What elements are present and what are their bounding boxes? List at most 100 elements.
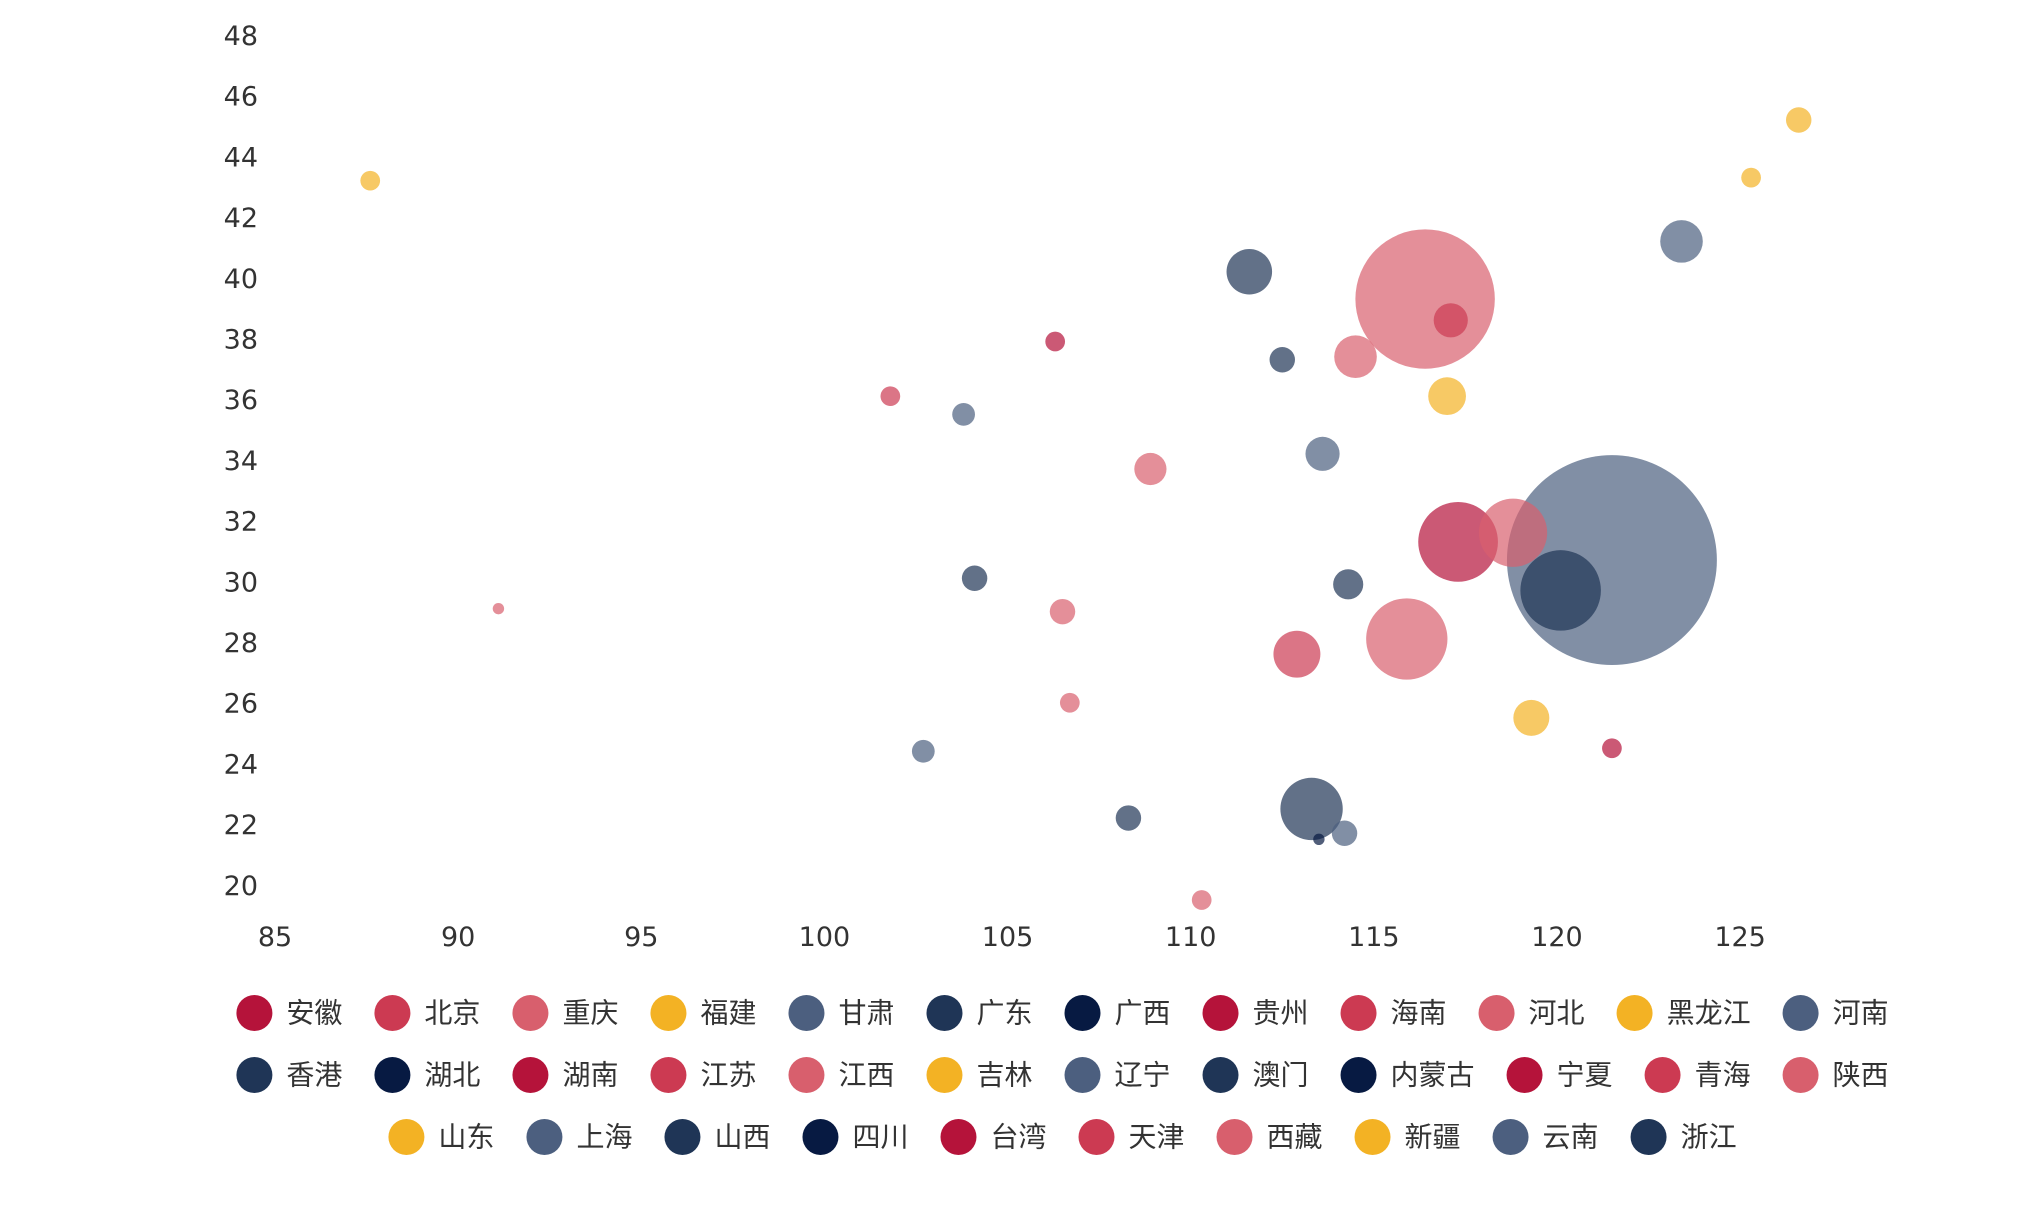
legend-item[interactable]: 江西 xyxy=(788,1057,894,1093)
legend-label: 河南 xyxy=(1833,997,1889,1030)
legend-item[interactable]: 辽宁 xyxy=(1064,1057,1171,1093)
legend-item[interactable]: 浙江 xyxy=(1630,1119,1737,1155)
legend-marker xyxy=(1216,1119,1253,1155)
legend-item[interactable]: 香港 xyxy=(236,1057,342,1093)
bubble-point[interactable] xyxy=(1433,303,1468,338)
legend-item[interactable]: 海南 xyxy=(1340,995,1447,1031)
legend-item[interactable]: 北京 xyxy=(374,995,480,1031)
bubble-point[interactable] xyxy=(1428,377,1466,416)
legend-item[interactable]: 湖南 xyxy=(512,1057,618,1093)
x-tick-label: 110 xyxy=(1165,922,1217,953)
legend-item[interactable]: 西藏 xyxy=(1216,1119,1323,1155)
legend-item[interactable]: 广东 xyxy=(926,995,1033,1031)
legend-item[interactable]: 安徽 xyxy=(236,995,342,1031)
legend-marker xyxy=(802,1119,839,1155)
legend-item[interactable]: 黑龙江 xyxy=(1616,995,1751,1031)
bubble-point[interactable] xyxy=(1513,699,1550,736)
legend-marker xyxy=(788,995,825,1031)
legend-item[interactable]: 云南 xyxy=(1492,1119,1599,1155)
legend-marker xyxy=(1630,1119,1667,1155)
legend-item[interactable]: 重庆 xyxy=(512,995,618,1031)
bubble-point[interactable] xyxy=(1059,692,1080,713)
legend-marker xyxy=(1506,1057,1543,1093)
legend-label: 四川 xyxy=(852,1121,908,1154)
legend-marker xyxy=(1478,995,1515,1031)
bubble-point[interactable] xyxy=(1366,598,1448,680)
legend-marker xyxy=(1340,1057,1377,1093)
legend-item[interactable]: 宁夏 xyxy=(1506,1057,1613,1093)
bubble-point[interactable] xyxy=(1741,167,1761,188)
legend-item[interactable]: 陕西 xyxy=(1782,1057,1889,1093)
legend-label: 山西 xyxy=(714,1121,770,1154)
legend-label: 安徽 xyxy=(286,997,342,1030)
legend-label: 江苏 xyxy=(700,1059,756,1092)
bubble-point[interactable] xyxy=(1520,550,1601,631)
legend-marker xyxy=(926,1057,963,1093)
legend-item[interactable]: 青海 xyxy=(1644,1057,1751,1093)
legend-label: 广东 xyxy=(976,997,1032,1030)
bubble-point[interactable] xyxy=(1305,436,1340,471)
legend-item[interactable]: 河北 xyxy=(1478,995,1585,1031)
legend-item[interactable]: 江苏 xyxy=(650,1057,756,1093)
bubble-point[interactable] xyxy=(1191,890,1212,910)
legend-item[interactable]: 吉林 xyxy=(926,1057,1033,1093)
bubble-point[interactable] xyxy=(1334,335,1377,379)
y-tick-label: 24 xyxy=(224,749,258,780)
legend-item[interactable]: 湖北 xyxy=(374,1057,480,1093)
bubble-point[interactable] xyxy=(952,403,975,426)
legend-item[interactable]: 四川 xyxy=(802,1119,908,1155)
bubble-point[interactable] xyxy=(1333,569,1364,600)
legend-marker xyxy=(650,1057,687,1093)
legend-item[interactable]: 澳门 xyxy=(1202,1057,1309,1093)
bubble-point[interactable] xyxy=(360,170,381,191)
legend-marker xyxy=(1782,995,1819,1031)
bubble-point[interactable] xyxy=(1785,107,1812,133)
legend-item[interactable]: 上海 xyxy=(526,1119,632,1155)
y-tick-label: 36 xyxy=(224,385,258,416)
bubble-point[interactable] xyxy=(1045,331,1066,352)
legend-item[interactable]: 河南 xyxy=(1782,995,1889,1031)
bubble-point[interactable] xyxy=(1331,820,1358,846)
legend-marker xyxy=(1354,1119,1391,1155)
legend-marker xyxy=(1202,1057,1239,1093)
legend-item[interactable]: 内蒙古 xyxy=(1340,1057,1475,1093)
bubble-point[interactable] xyxy=(911,739,935,763)
legend-item[interactable]: 广西 xyxy=(1064,995,1171,1031)
legend-item[interactable]: 新疆 xyxy=(1354,1119,1461,1155)
bubble-point[interactable] xyxy=(1226,248,1273,295)
bubble-point[interactable] xyxy=(492,602,505,615)
bubble-point[interactable] xyxy=(1313,833,1325,845)
bubble-point[interactable] xyxy=(880,386,901,407)
legend-item[interactable]: 山东 xyxy=(388,1119,494,1155)
y-tick-label: 46 xyxy=(224,82,258,113)
bubble-point[interactable] xyxy=(1418,502,1498,582)
bubble-point[interactable] xyxy=(961,565,988,592)
y-tick-label: 40 xyxy=(224,264,258,295)
legend-item[interactable]: 贵州 xyxy=(1202,995,1309,1031)
legend-marker xyxy=(1078,1119,1115,1155)
legend-marker xyxy=(512,995,549,1031)
y-tick-label: 32 xyxy=(224,507,258,538)
legend-item[interactable]: 甘肃 xyxy=(788,995,894,1031)
bubble-point[interactable] xyxy=(1273,630,1321,678)
y-tick-label: 22 xyxy=(224,810,258,841)
bubble-point[interactable] xyxy=(1280,777,1343,841)
bubble-point[interactable] xyxy=(1660,220,1703,263)
legend-label: 云南 xyxy=(1543,1121,1599,1154)
bubble-point[interactable] xyxy=(1355,229,1495,369)
bubble-point[interactable] xyxy=(1478,498,1548,567)
legend-label: 山东 xyxy=(438,1121,494,1154)
y-tick-label: 26 xyxy=(224,689,258,720)
bubble-point[interactable] xyxy=(1115,805,1142,831)
legend-label: 北京 xyxy=(424,997,480,1030)
legend-item[interactable]: 天津 xyxy=(1078,1119,1185,1155)
x-axis: 85 90 95 100 105 110 115 120 125 xyxy=(258,922,1766,953)
bubble-point[interactable] xyxy=(1134,452,1167,486)
legend-item[interactable]: 福建 xyxy=(650,995,756,1031)
bubble-point[interactable] xyxy=(1049,598,1076,625)
bubble-point[interactable] xyxy=(1269,347,1295,373)
bubble-point[interactable] xyxy=(1602,738,1622,759)
legend-item[interactable]: 山西 xyxy=(664,1119,770,1155)
legend-item[interactable]: 台湾 xyxy=(940,1119,1047,1155)
